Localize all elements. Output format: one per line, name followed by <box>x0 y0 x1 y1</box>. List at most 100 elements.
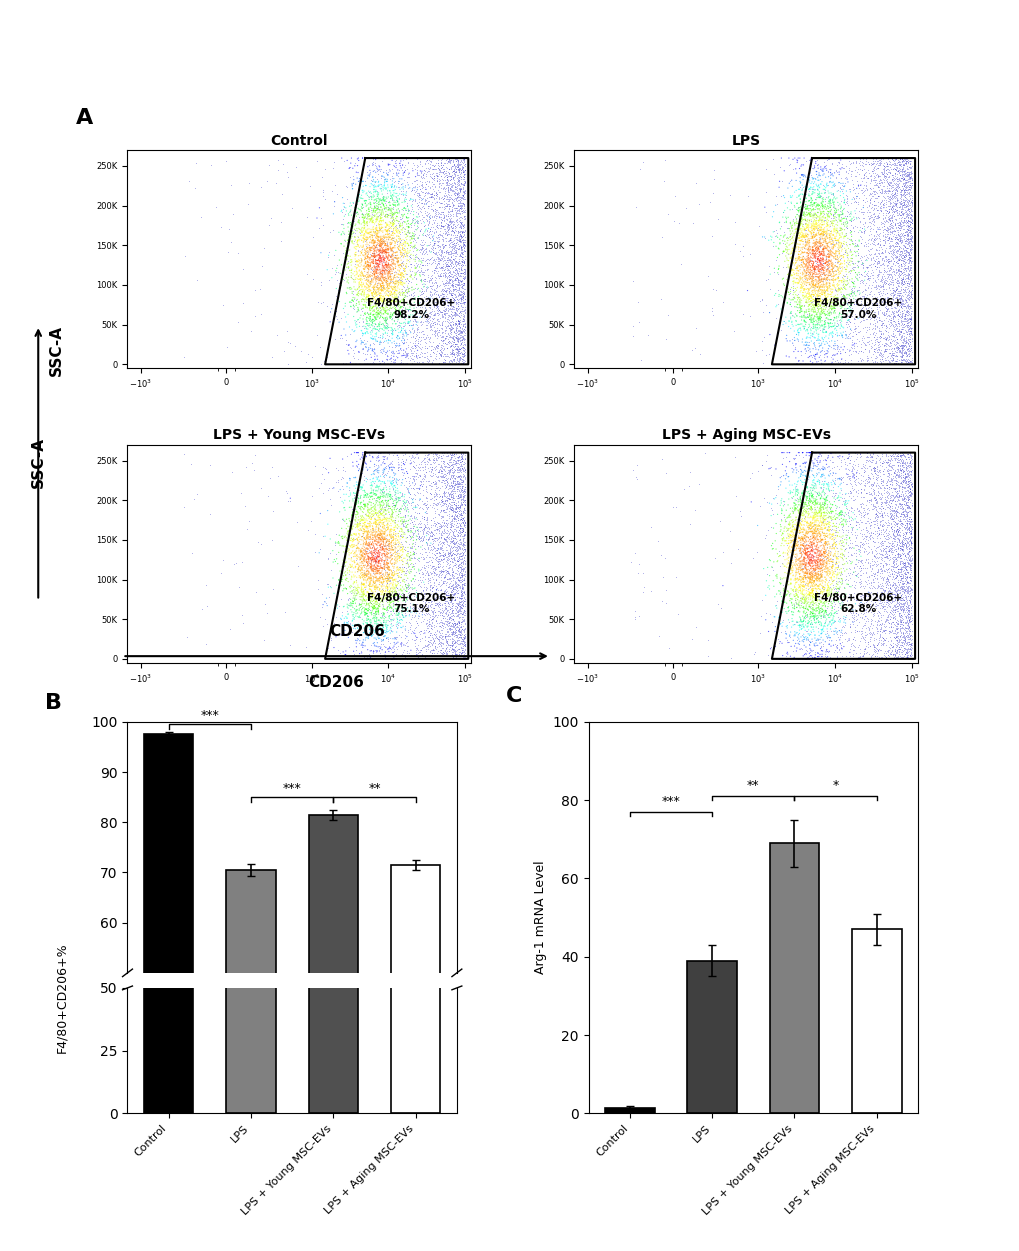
Point <box>384 241 400 261</box>
Point <box>341 203 358 223</box>
Point <box>754 353 770 373</box>
Point <box>378 588 394 608</box>
Point <box>901 158 917 178</box>
Point <box>893 550 909 570</box>
Point <box>387 529 404 549</box>
Point <box>353 255 369 275</box>
Point <box>452 444 469 464</box>
Point <box>449 593 466 613</box>
Point <box>370 528 386 548</box>
Point <box>896 342 912 362</box>
Point <box>363 627 379 647</box>
Point <box>817 624 834 644</box>
Point <box>406 631 422 651</box>
Point <box>810 598 826 618</box>
Point <box>403 493 419 513</box>
Point <box>376 542 392 562</box>
Point <box>784 517 800 537</box>
Point <box>796 233 812 253</box>
Point <box>374 483 390 503</box>
Point <box>807 256 823 276</box>
Point <box>392 339 409 359</box>
Point <box>889 647 905 667</box>
Point <box>431 245 447 265</box>
Point <box>814 548 830 568</box>
Point <box>390 489 407 509</box>
Point <box>797 542 813 562</box>
Point <box>386 578 403 598</box>
Point <box>794 577 810 597</box>
Point <box>785 283 801 303</box>
Point <box>779 649 795 669</box>
Point <box>874 547 891 567</box>
Point <box>792 523 808 543</box>
Point <box>422 186 438 206</box>
Point <box>882 615 899 636</box>
Point <box>335 542 352 562</box>
Point <box>776 530 793 550</box>
Point <box>356 548 372 568</box>
Point <box>453 243 470 263</box>
Point <box>454 597 471 617</box>
Point <box>800 318 816 338</box>
Point <box>816 281 833 301</box>
Point <box>378 246 394 266</box>
Point <box>412 220 428 240</box>
Point <box>828 488 845 508</box>
Point <box>781 219 797 239</box>
Point <box>384 599 400 619</box>
Point <box>371 304 387 324</box>
Point <box>440 159 457 179</box>
Point <box>855 235 871 255</box>
Point <box>384 185 400 205</box>
Point <box>797 199 813 219</box>
Point <box>829 579 846 599</box>
Point <box>435 185 451 205</box>
Point <box>374 278 390 298</box>
Point <box>794 270 810 290</box>
Point <box>450 260 467 280</box>
Point <box>425 524 441 544</box>
Point <box>452 338 469 358</box>
Point <box>366 314 382 334</box>
Point <box>445 275 462 295</box>
Point <box>363 221 379 241</box>
Point <box>903 477 919 497</box>
Point <box>359 624 375 644</box>
Point <box>898 315 914 335</box>
Point <box>806 344 822 364</box>
Point <box>391 609 408 629</box>
Point <box>901 309 917 329</box>
Point <box>883 200 900 220</box>
Point <box>897 231 913 251</box>
Point <box>444 196 461 216</box>
Point <box>382 209 398 229</box>
Point <box>804 239 820 259</box>
Point <box>453 607 470 627</box>
Point <box>814 577 830 597</box>
Point <box>759 558 775 578</box>
Point <box>373 539 389 559</box>
Point <box>845 208 861 228</box>
Point <box>860 328 876 348</box>
Point <box>360 519 376 539</box>
Point <box>876 229 893 249</box>
Point <box>810 463 826 483</box>
Point <box>442 547 459 567</box>
Point <box>862 205 878 225</box>
Point <box>379 543 395 563</box>
Point <box>895 599 911 619</box>
Point <box>400 200 417 220</box>
Point <box>891 554 907 574</box>
Point <box>854 196 870 216</box>
Point <box>888 532 904 552</box>
Point <box>366 573 382 593</box>
Point <box>361 575 377 595</box>
Point <box>390 535 407 555</box>
Point <box>370 527 386 547</box>
Point <box>390 239 407 259</box>
Point <box>343 562 360 582</box>
Point <box>383 460 399 480</box>
Point <box>434 634 450 654</box>
Point <box>365 529 381 549</box>
